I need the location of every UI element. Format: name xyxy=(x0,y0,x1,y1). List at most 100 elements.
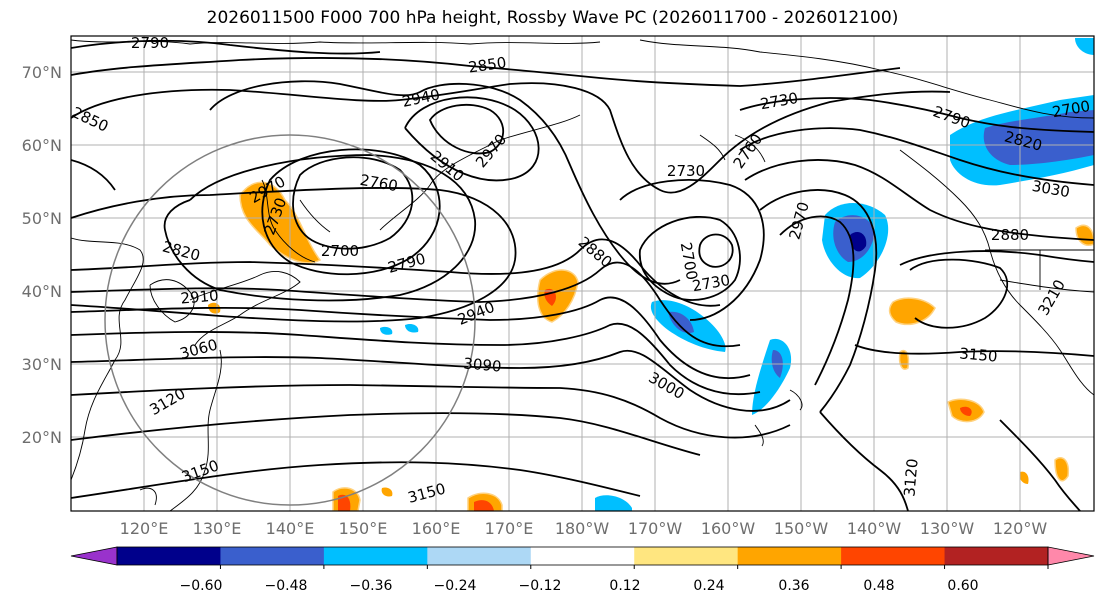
contour-label: 2700 xyxy=(321,242,359,260)
negative-anomaly xyxy=(405,323,419,333)
contour-label: 2730 xyxy=(667,162,705,180)
lon-label: 170°E xyxy=(485,519,534,538)
latitude-labels: 70°N 60°N 50°N 40°N 30°N 20°N xyxy=(22,63,62,447)
contour-label: 3150 xyxy=(959,344,999,365)
height-contour xyxy=(71,261,741,348)
height-contour xyxy=(854,344,1094,357)
lat-label: 20°N xyxy=(22,428,62,447)
lat-label: 70°N xyxy=(22,63,62,82)
longitude-labels: 120°E 130°E 140°E 150°E 160°E 170°E 180°… xyxy=(120,519,1048,538)
lat-label: 30°N xyxy=(22,355,62,374)
height-contour xyxy=(71,296,751,379)
colorbar-tick-label: 0.24 xyxy=(693,578,724,594)
positive-anomaly xyxy=(338,494,351,511)
contour-label: 2790 xyxy=(131,34,169,52)
height-contour xyxy=(71,461,641,499)
height-contour xyxy=(71,412,701,456)
colorbar-segment xyxy=(530,547,635,565)
positive-anomaly xyxy=(1019,471,1029,484)
colorbar-tick-label: −0.24 xyxy=(434,578,477,594)
lon-label: 160°E xyxy=(412,519,461,538)
height-contour xyxy=(71,322,761,396)
lon-label: 130°E xyxy=(193,519,242,538)
colorbar-segment xyxy=(944,547,1049,565)
positive-anomaly xyxy=(239,181,322,264)
height-contour xyxy=(739,127,1094,186)
colorbar-segment xyxy=(841,547,946,565)
height-contour xyxy=(71,57,901,87)
negative-anomaly xyxy=(595,495,632,511)
height-contour xyxy=(163,154,476,302)
height-contour xyxy=(899,250,1094,266)
height-contours xyxy=(71,39,1094,511)
contour-label: 2850 xyxy=(467,53,507,76)
lat-label: 50°N xyxy=(22,209,62,228)
height-contour xyxy=(71,159,116,191)
lon-label: 180°W xyxy=(555,519,610,538)
positive-anomaly xyxy=(960,406,972,416)
positive-anomaly xyxy=(1054,456,1070,482)
height-contour xyxy=(71,82,951,194)
negative-anomaly xyxy=(850,232,867,252)
colorbar-extension-low xyxy=(70,546,118,566)
colorbar-tick-label: 0.36 xyxy=(778,578,809,594)
lon-label: 120°E xyxy=(120,519,169,538)
height-contour xyxy=(71,39,381,55)
colorbar-tick-labels: −0.60 −0.48 −0.36 −0.24 −0.12 0.12 0.24 … xyxy=(180,578,979,594)
negative-anomaly xyxy=(983,110,1094,165)
lon-label: 140°W xyxy=(847,519,902,538)
graticule xyxy=(71,36,1094,511)
height-contour xyxy=(619,179,765,321)
colorbar-extension-high xyxy=(1047,546,1095,566)
lon-label: 140°E xyxy=(266,519,315,538)
height-contour xyxy=(71,238,721,307)
height-contour xyxy=(71,187,517,323)
height-contour xyxy=(209,80,681,285)
negative-anomaly xyxy=(668,311,694,334)
contour-label: 3090 xyxy=(463,354,503,375)
colorbar-segment xyxy=(220,547,325,565)
colorbar-tick-label: 0.48 xyxy=(863,578,894,594)
lon-label: 150°W xyxy=(774,519,829,538)
negative-anomaly xyxy=(1075,38,1094,55)
contour-label: 2910 xyxy=(180,286,220,307)
height-contour xyxy=(292,156,414,250)
height-contour xyxy=(638,216,741,301)
positive-anomaly xyxy=(474,500,494,511)
height-contour xyxy=(759,189,878,413)
positive-anomaly xyxy=(888,297,936,326)
map-frame xyxy=(70,35,1095,512)
lat-label: 60°N xyxy=(22,136,62,155)
colorbar-segment xyxy=(737,547,842,565)
colorbar-tick-label: −0.48 xyxy=(265,578,308,594)
colorbar-border xyxy=(116,546,1049,566)
colorbar-tick-label: 0.12 xyxy=(609,578,640,594)
colorbar-segment xyxy=(634,547,739,565)
positive-anomaly xyxy=(537,269,579,323)
region-circle xyxy=(104,134,476,506)
colorbar-segment xyxy=(427,547,532,565)
colorbar xyxy=(70,546,1095,569)
height-contour xyxy=(71,349,791,412)
colorbar-tick-label: −0.12 xyxy=(519,578,562,594)
height-contour xyxy=(744,159,1094,241)
height-contour xyxy=(819,411,909,511)
lon-label: 150°E xyxy=(339,519,388,538)
height-contour xyxy=(999,419,1081,511)
positive-anomaly xyxy=(381,487,393,497)
negative-anomaly xyxy=(380,326,393,335)
lon-label: 160°W xyxy=(701,519,756,538)
colorbar-tick-label: −0.60 xyxy=(180,578,223,594)
height-contour xyxy=(909,258,1009,329)
contour-label: 2880 xyxy=(991,226,1029,244)
lat-label: 40°N xyxy=(22,282,62,301)
height-contour xyxy=(779,215,855,386)
positive-anomaly xyxy=(898,349,910,370)
colorbar-segment xyxy=(323,547,428,565)
colorbar-segment xyxy=(117,547,221,565)
contour-label: 3120 xyxy=(900,458,921,498)
height-contour xyxy=(261,148,441,276)
height-contour xyxy=(698,233,734,268)
height-contour xyxy=(428,103,505,155)
